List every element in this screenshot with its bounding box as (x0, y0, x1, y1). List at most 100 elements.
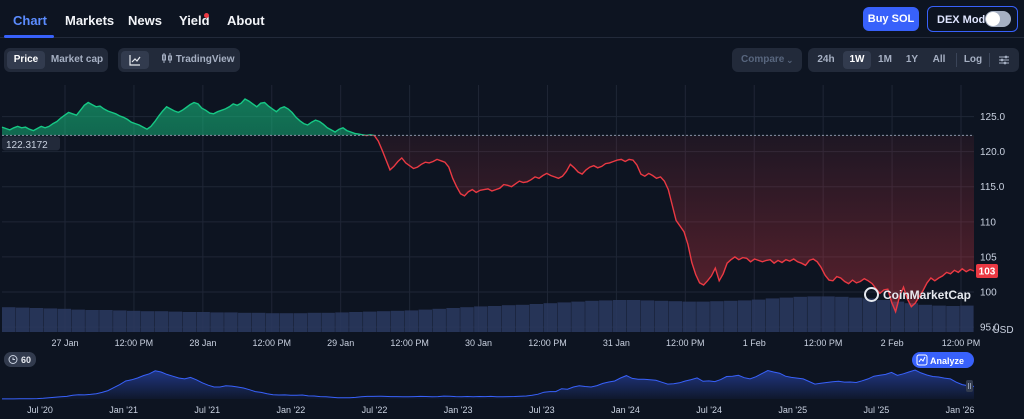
volume-bar (43, 308, 58, 332)
history-x-tick-label: Jul '25 (863, 405, 889, 415)
volume-bar (668, 301, 682, 332)
divider (989, 53, 990, 67)
x-tick-label: 28 Jan (189, 338, 216, 348)
volume-bar (251, 312, 266, 332)
tab-markets[interactable]: Markets (65, 13, 115, 28)
volume-bars (2, 296, 974, 332)
buy-sol-button[interactable]: Buy SOL (863, 7, 919, 31)
volume-bar (585, 300, 599, 332)
x-tick-label: 1 Feb (743, 338, 766, 348)
x-tick-label: 12:00 PM (804, 338, 843, 348)
dex-mode-label: DEX Mode (937, 14, 992, 26)
volume-bar (293, 313, 308, 332)
volume-bar (238, 312, 252, 332)
tradingview-label: TradingView (175, 54, 235, 65)
history-x-axis: Jul '20 Jan '21 Jul '21 Jan '22 Jul '22 Jan '… (27, 405, 974, 415)
volume-bar (793, 296, 807, 332)
volume-bar (960, 305, 974, 332)
history-x-tick-label: Jan '21 (109, 405, 138, 415)
x-tick-label: 2 Feb (881, 338, 904, 348)
volume-bar (543, 303, 558, 332)
price-marketcap-switch: Price Market cap (4, 48, 108, 72)
tab-about[interactable]: About (227, 13, 265, 28)
reference-price-label: 122.3172 (6, 140, 48, 151)
line-chart-icon (129, 55, 141, 66)
range-1w[interactable]: 1W (843, 51, 871, 69)
volume-bar (612, 300, 627, 332)
history-line (2, 369, 975, 400)
switch-knob (986, 12, 1000, 26)
log-scale-button[interactable]: Log (963, 54, 983, 65)
tab-chart[interactable]: Chart (13, 13, 47, 28)
volume-bar (710, 301, 724, 332)
history-x-tick-label: Jul '21 (194, 405, 220, 415)
y-axis: 125.0 120.0 115.0 110 105 100 95.0 (980, 112, 1005, 334)
volume-bar (29, 308, 44, 332)
volume-bar (849, 297, 863, 332)
current-price-badge: 103 (976, 263, 998, 278)
volume-bar (488, 306, 502, 332)
volume-bar (404, 310, 419, 332)
new-indicator-dot (204, 13, 209, 18)
history-x-tick-label: Jul '23 (529, 405, 555, 415)
price-chart[interactable]: 125.0 120.0 115.0 110 105 100 95.0 27 Jan 12:00… (0, 80, 1024, 419)
market-cap-tab[interactable]: Market cap (50, 54, 104, 65)
y-tick-label: 115.0 (980, 182, 1005, 193)
dex-mode-switch[interactable] (985, 11, 1011, 27)
y-tick-label: 125.0 (980, 112, 1005, 123)
range-24h[interactable]: 24h (817, 54, 835, 65)
volume-bar (765, 298, 780, 332)
volume-bar (2, 307, 16, 332)
interval-label: 60 (21, 355, 31, 365)
volume-bar (474, 306, 488, 332)
volume-bar (821, 296, 835, 332)
y-tick-label: 100 (980, 288, 997, 299)
settings-button[interactable] (991, 51, 1017, 69)
volume-bar (918, 304, 932, 332)
volume-bar (349, 312, 363, 332)
sliders-icon (999, 55, 1009, 65)
price-area (1, 98, 975, 314)
candles-icon (162, 53, 172, 63)
active-tab-underline (4, 35, 54, 38)
x-tick-label: 12:00 PM (115, 338, 154, 348)
range-drag-handle[interactable] (966, 380, 973, 392)
coinmarketcap-logo-icon (864, 287, 879, 302)
x-tick-label: 31 Jan (603, 338, 630, 348)
x-tick-label: 12:00 PM (528, 338, 567, 348)
compare-dropdown[interactable]: Compare ⌄ (732, 48, 802, 72)
range-1m[interactable]: 1M (878, 54, 892, 65)
history-x-tick-label: Jan '23 (444, 405, 473, 415)
range-1y[interactable]: 1Y (905, 54, 919, 65)
volume-bar (265, 313, 280, 332)
volume-bar (807, 296, 821, 332)
y-tick-label: 110 (980, 217, 996, 228)
volume-bar (529, 304, 544, 332)
x-axis: 27 Jan 12:00 PM 28 Jan 12:00 PM 29 Jan 12:00 … (51, 338, 980, 348)
volume-bar (140, 311, 155, 332)
volume-bar (946, 306, 960, 332)
x-tick-label: 27 Jan (51, 338, 78, 348)
chart-type-switch: TradingView (118, 48, 240, 72)
range-navigator[interactable]: Jul '20 Jan '21 Jul '21 Jan '22 Jul '22 Jan '… (2, 352, 974, 415)
price-tab[interactable]: Price (7, 51, 45, 69)
volume-bar (57, 308, 72, 332)
x-tick-label: 12:00 PM (253, 338, 292, 348)
volume-bar (168, 311, 183, 332)
volume-bar (113, 310, 127, 332)
range-all[interactable]: All (932, 54, 946, 65)
volume-bar (751, 299, 766, 332)
analyze-icon (916, 354, 928, 366)
tab-news[interactable]: News (128, 13, 162, 28)
analyze-button[interactable] (912, 352, 974, 368)
line-chart-button[interactable] (121, 51, 149, 69)
x-tick-label: 29 Jan (327, 338, 354, 348)
volume-bar (196, 312, 210, 332)
tab-yield[interactable]: Yield (179, 13, 210, 28)
volume-bar (835, 296, 849, 332)
history-x-tick-label: Jul '20 (27, 405, 53, 415)
dex-mode-toggle-button[interactable]: DEX Mode (927, 6, 1018, 32)
tradingview-button[interactable]: TradingView (156, 51, 238, 69)
history-fill (2, 370, 974, 399)
volume-bar (654, 300, 669, 332)
